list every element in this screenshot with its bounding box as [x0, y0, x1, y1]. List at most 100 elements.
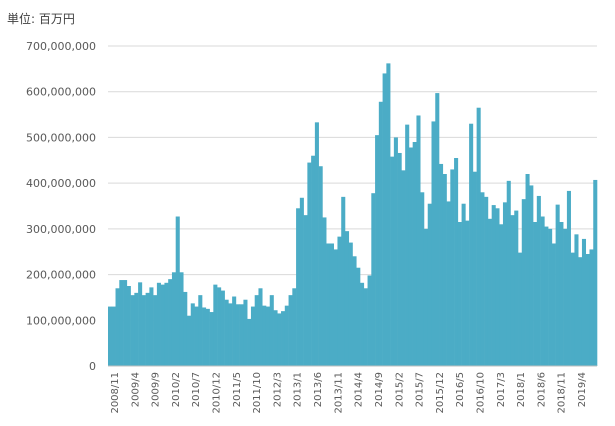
bar: [277, 313, 282, 366]
bar: [454, 158, 459, 366]
bar: [209, 312, 214, 366]
bar: [262, 305, 267, 366]
bar: [352, 256, 357, 366]
y-tick-label: 100,000,000: [26, 314, 96, 327]
bar: [548, 228, 553, 366]
y-tick-label: 700,000,000: [26, 40, 96, 53]
bar: [126, 286, 131, 366]
bar: [589, 249, 594, 366]
y-tick-label: 600,000,000: [26, 86, 96, 99]
bar: [446, 201, 451, 366]
bar: [401, 170, 406, 366]
bar: [405, 124, 410, 366]
bar: [145, 292, 150, 366]
bar: [123, 280, 128, 366]
bar: [333, 249, 338, 366]
bar: [179, 272, 184, 366]
bar: [382, 73, 387, 366]
x-tick-label: 2011/5: [232, 372, 243, 407]
x-tick-label: 2017/3: [496, 372, 507, 407]
y-tick-label: 300,000,000: [26, 223, 96, 236]
bar: [375, 135, 380, 366]
bar: [529, 185, 534, 366]
x-tick-label: 2018/11: [557, 372, 568, 414]
bar: [533, 222, 538, 366]
bar: [292, 288, 297, 366]
bar: [457, 222, 462, 366]
bar: [138, 282, 143, 366]
x-tick-label: 2013/6: [313, 372, 324, 407]
bar: [175, 216, 180, 366]
bar: [499, 224, 504, 366]
x-tick-label: 2015/7: [415, 372, 426, 407]
x-tick-label: 2015/2: [394, 372, 405, 407]
bar: [205, 308, 210, 366]
bar: [168, 279, 173, 366]
bar: [469, 123, 474, 366]
x-tick-label: 2009/4: [130, 372, 141, 407]
bar: [480, 192, 485, 366]
bar: [506, 180, 511, 366]
bar: [465, 220, 470, 366]
x-tick-label: 2014/4: [354, 372, 365, 407]
bar: [111, 306, 116, 366]
bar: [156, 282, 161, 366]
bar: [566, 190, 571, 366]
x-tick-label: 2018/6: [536, 372, 547, 407]
bar: [427, 203, 432, 366]
bar: [108, 306, 113, 366]
bar: [220, 290, 225, 366]
bar: [269, 295, 274, 366]
bar: [521, 199, 526, 366]
bar: [303, 215, 308, 366]
bar: [183, 291, 188, 366]
x-tick-label: 2018/1: [516, 372, 527, 407]
bar: [258, 288, 263, 366]
bar: [514, 210, 519, 366]
bar: [235, 304, 240, 366]
bar: [450, 169, 455, 366]
bar: [570, 252, 575, 366]
bar: [371, 193, 376, 366]
bar: [495, 208, 500, 366]
y-tick-label: 200,000,000: [26, 269, 96, 282]
bar: [536, 195, 541, 366]
y-tick-label: 0: [89, 360, 96, 373]
bar: [540, 216, 545, 366]
bar: [412, 142, 417, 366]
bar: [265, 306, 271, 366]
bar: [585, 254, 590, 366]
x-tick-label: 2013/11: [333, 372, 344, 414]
bar: [217, 287, 222, 366]
bar: [307, 162, 312, 366]
bar: [461, 203, 466, 366]
bar: [329, 243, 334, 366]
bar: [171, 272, 177, 366]
x-tick-label: 2015/12: [435, 372, 446, 414]
bar: [378, 101, 383, 367]
bar: [472, 171, 477, 366]
bar: [224, 299, 229, 366]
x-tick-label: 2009/9: [151, 372, 162, 407]
bar: [555, 204, 560, 366]
x-tick-label: 2016/5: [455, 372, 466, 407]
bar: [119, 280, 124, 366]
bar: [356, 267, 361, 366]
bar: [491, 205, 496, 366]
bar: [318, 166, 323, 366]
bar: [544, 226, 549, 366]
bar: [518, 252, 523, 366]
bar: [284, 305, 289, 366]
bar: [487, 218, 492, 366]
x-tick-label: 2011/10: [252, 372, 263, 414]
bar: [190, 303, 195, 366]
bar: [525, 174, 530, 366]
bar: [198, 295, 203, 366]
bar: [299, 197, 304, 366]
bar: [510, 215, 515, 366]
bar: [484, 196, 489, 366]
x-tick-label: 2012/3: [272, 372, 283, 407]
bar: [435, 93, 440, 366]
bar: [416, 115, 421, 366]
bar: [141, 295, 146, 366]
